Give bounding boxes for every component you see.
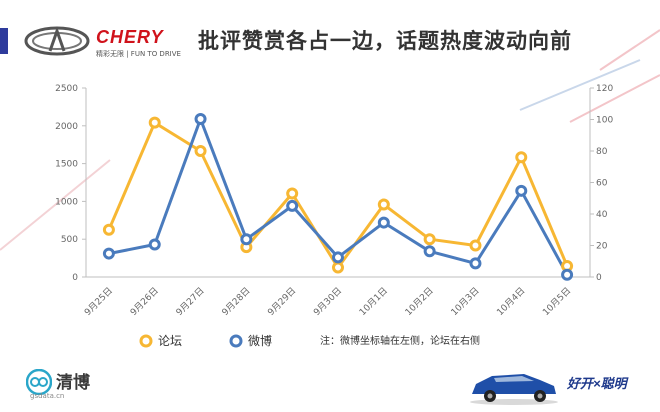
x-axis-ticks: 9月25日 9月26日 9月27日 9月28日 9月29日 9月30日 10月1日 10月2日… [82, 285, 573, 318]
qingbo-logo-icon [26, 369, 52, 395]
data-point-forum [194, 145, 207, 157]
x-tick-label: 10月1日 [357, 285, 390, 318]
data-point-forum [148, 116, 161, 129]
footer-logo-text: 清博 [56, 373, 90, 393]
series-line-forum [107, 121, 569, 270]
header: CHERY 精彩无限 | FUN TO DRIVE 批评赞赏各占一边，话题热度波… [0, 0, 660, 78]
x-tick-label: 10月2日 [403, 285, 436, 318]
data-point-weibo [240, 233, 253, 246]
x-tick-label: 9月30日 [311, 285, 344, 318]
right-tick-label: 20 [596, 242, 608, 252]
data-point-forum [332, 261, 344, 274]
data-point-forum [102, 223, 115, 236]
x-tick-label: 9月29日 [266, 285, 299, 318]
car-image-icon [470, 374, 558, 405]
x-tick-label: 9月26日 [128, 285, 161, 318]
left-tick-label: 500 [61, 235, 78, 245]
brand-name: CHERY [96, 27, 164, 47]
legend-forum-label: 论坛 [158, 334, 182, 348]
legend-weibo-label: 微博 [248, 333, 272, 348]
data-point-weibo [561, 268, 574, 281]
chart-axes [85, 88, 591, 278]
data-point-weibo [194, 112, 207, 125]
right-tick-label: 100 [596, 116, 613, 126]
chery-logo-icon [24, 26, 90, 56]
left-tick-label: 1000 [55, 197, 78, 207]
right-axis-ticks: 0 20 40 60 80 100 120 [590, 84, 613, 283]
brand-slogan: 精彩无限 | FUN TO DRIVE [96, 50, 181, 58]
axis-note: 注：微博坐标轴在左侧，论坛在右侧 [320, 334, 480, 347]
data-point-weibo [332, 251, 344, 264]
x-tick-label: 9月28日 [220, 285, 253, 318]
x-tick-label: 10月3日 [449, 285, 482, 318]
legend: 论坛 微博 注：微博坐标轴在左侧，论坛在右侧 [139, 333, 480, 348]
data-point-weibo [515, 184, 528, 197]
left-tick-label: 0 [72, 273, 78, 283]
data-point-weibo [102, 247, 115, 260]
left-tick-label: 2000 [55, 122, 78, 132]
legend-forum-marker [139, 334, 153, 348]
data-point-forum [377, 198, 390, 211]
right-tick-label: 60 [596, 179, 608, 189]
data-point-weibo [148, 238, 161, 251]
data-point-forum [515, 151, 528, 164]
x-tick-label: 9月27日 [174, 285, 207, 318]
series-points [102, 112, 574, 281]
left-axis-ticks: 0 500 1000 1500 2000 2500 [55, 84, 86, 283]
background-decoration [0, 29, 660, 251]
left-tick-label: 2500 [55, 84, 78, 94]
right-tick-label: 0 [596, 273, 602, 283]
x-tick-label: 9月25日 [82, 285, 115, 318]
right-tick-label: 120 [596, 84, 613, 94]
data-point-weibo [423, 245, 436, 258]
legend-weibo-marker [229, 334, 243, 348]
right-tick-label: 80 [596, 147, 608, 157]
right-tick-label: 40 [596, 210, 608, 220]
footer-slogan: 好开×聪明 [567, 376, 627, 391]
data-point-weibo [469, 257, 482, 270]
page-title: 批评赞赏各占一边，话题热度波动向前 [198, 29, 572, 53]
x-tick-label: 10月5日 [541, 285, 574, 318]
header-accent-bar [0, 28, 8, 54]
left-tick-label: 1500 [55, 160, 78, 170]
x-tick-label: 10月4日 [495, 285, 528, 318]
footer-logo-url: gsdata.cn [30, 392, 65, 400]
data-point-forum [469, 239, 482, 252]
data-point-forum [286, 187, 299, 200]
data-point-weibo [377, 216, 390, 229]
data-point-weibo [286, 199, 299, 212]
data-point-forum [423, 233, 436, 246]
